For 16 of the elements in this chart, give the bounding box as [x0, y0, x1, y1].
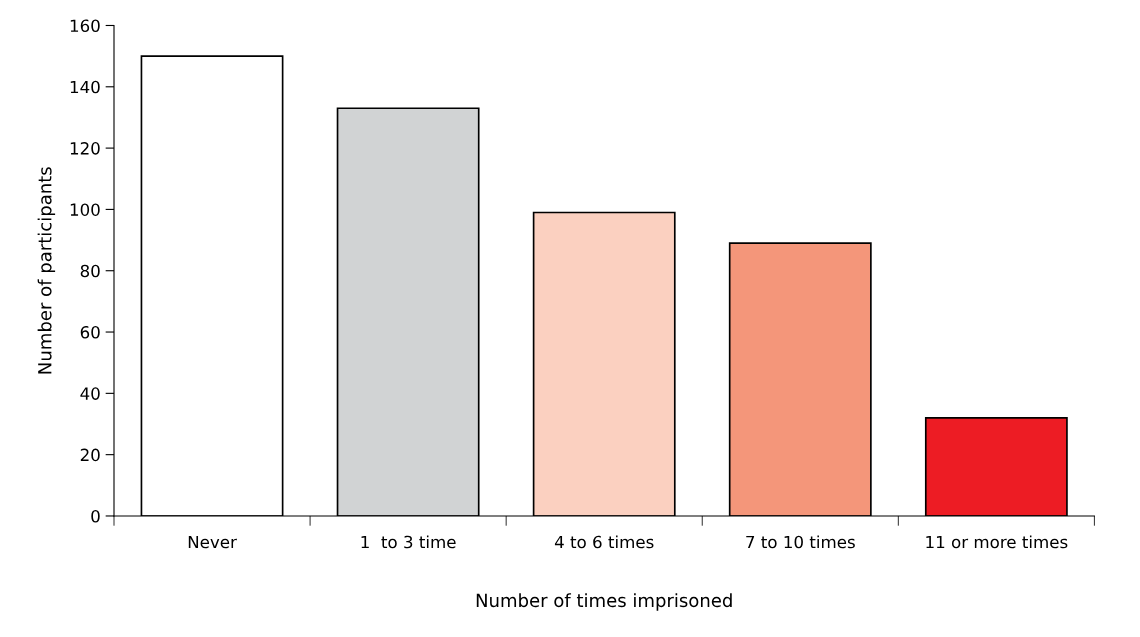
- y-tick-label: 100: [70, 203, 100, 216]
- x-axis-title: Number of times imprisoned: [476, 593, 732, 611]
- x-tick-label: 11 or more times: [926, 535, 1068, 549]
- x-tick-label: 7 to 10 times: [746, 535, 855, 549]
- y-tick-label: 160: [70, 19, 100, 33]
- y-tick-label: 60: [80, 326, 100, 339]
- y-axis-title: Number of participants: [37, 167, 56, 374]
- x-tick-label: 1 to 3 time: [361, 535, 456, 549]
- y-tick-label: 140: [70, 80, 100, 94]
- x-tick-label: 4 to 6 times: [554, 535, 654, 549]
- y-tick-label: 40: [80, 387, 100, 400]
- y-tick-label: 80: [80, 264, 100, 278]
- y-tick-label: 120: [70, 142, 100, 155]
- y-tick-label: 20: [80, 448, 100, 462]
- x-tick-label: Never: [188, 535, 237, 549]
- y-tick-label: 0: [91, 509, 100, 523]
